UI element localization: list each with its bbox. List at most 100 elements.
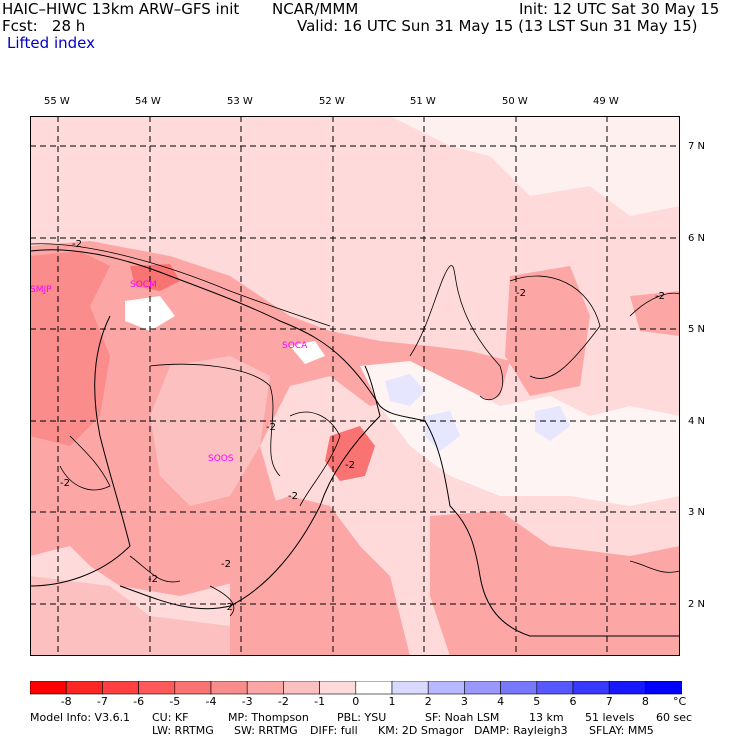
colorbar-tick-label: 7 bbox=[605, 695, 613, 708]
contour-label: -2 bbox=[148, 574, 158, 585]
colorbar-cell bbox=[500, 681, 538, 695]
organization-label: NCAR/MMM bbox=[272, 0, 359, 18]
contour-label: -2 bbox=[72, 239, 82, 250]
lat-label-4n: 4 N bbox=[688, 416, 706, 427]
contour-4 bbox=[629, 292, 680, 317]
model-title: HAIC–HIWC 13km ARW–GFS init bbox=[2, 0, 240, 18]
station-labels: SMJP SOCM SOCA SOOS bbox=[30, 280, 308, 464]
shade-moderate-south-central bbox=[230, 496, 410, 656]
lon-label-54w: 54 W bbox=[135, 96, 161, 107]
lat-label-3n: 3 N bbox=[688, 507, 706, 518]
colorbar-cell bbox=[645, 681, 682, 695]
coastline-east bbox=[424, 420, 680, 637]
colorbar-cell bbox=[464, 681, 501, 695]
colorbar-tick-label: 3 bbox=[460, 695, 468, 708]
contour-2 bbox=[409, 265, 504, 401]
lon-label-52w: 52 W bbox=[319, 96, 345, 107]
contour-label: -2 bbox=[655, 291, 665, 302]
shade-light-interior bbox=[150, 356, 270, 506]
model-info-mp: MP: Thompson bbox=[228, 711, 309, 724]
field-name: Lifted index bbox=[7, 34, 95, 52]
colorbar-cell bbox=[536, 681, 574, 695]
contours bbox=[30, 243, 680, 617]
model-info-pbl: PBL: YSU bbox=[337, 711, 387, 724]
contour-label: -2 bbox=[288, 491, 298, 502]
colorbar-cell bbox=[319, 681, 357, 695]
colorbar-tick-label: 1 bbox=[388, 695, 396, 708]
border-west bbox=[30, 315, 131, 587]
lifted-index-map: -2 -2 -2 -2 -2 -2 -2 -2 -2 -2 SMJP SOCM … bbox=[30, 116, 680, 656]
shade-white-pocket-2 bbox=[290, 341, 325, 364]
model-info-damp: DAMP: Rayleigh3 bbox=[474, 724, 568, 737]
border-river bbox=[364, 365, 381, 417]
colorbar-tick-label: -6 bbox=[133, 695, 145, 708]
shade-white-pocket-1 bbox=[125, 296, 175, 331]
station-label-soos: SOOS bbox=[208, 454, 234, 464]
colorbar-cell bbox=[65, 681, 103, 695]
contour-label: -2 bbox=[345, 460, 355, 471]
colorbar-tick-label: -3 bbox=[241, 695, 253, 708]
forecast-hour: Fcst: 28 h bbox=[2, 17, 86, 35]
shade-moderate-southeast bbox=[430, 511, 680, 656]
contour-1 bbox=[30, 243, 331, 327]
colorbar-cell bbox=[30, 681, 67, 695]
contour-label: -2 bbox=[223, 602, 233, 613]
colorbar-cell bbox=[427, 681, 465, 695]
colorbar-cell bbox=[608, 681, 646, 695]
colorbar-tick-label: -8 bbox=[60, 695, 72, 708]
colorbar-tick-label: 5 bbox=[533, 695, 541, 708]
shade-moderate-far-east bbox=[630, 291, 680, 336]
map-frame bbox=[30, 116, 680, 656]
contour-5 bbox=[59, 435, 111, 491]
colorbar-tick-label: 0 bbox=[352, 695, 360, 708]
model-info-sw: SW: RRTMG bbox=[234, 724, 298, 737]
lat-label-5n: 5 N bbox=[688, 324, 706, 335]
colorbar-cell bbox=[210, 681, 248, 695]
colorbar-cell bbox=[572, 681, 610, 695]
colorbar bbox=[30, 681, 682, 695]
colorbar-cell bbox=[283, 681, 320, 695]
colorbar-cell bbox=[246, 681, 284, 695]
colorbar-cell bbox=[391, 681, 429, 695]
station-label-soca: SOCA bbox=[282, 341, 308, 351]
contour-label: -2 bbox=[60, 478, 70, 489]
colorbar-tick-label: -1 bbox=[314, 695, 326, 708]
model-info-resolution: 13 km bbox=[529, 711, 564, 724]
colorbar-tick-label: -4 bbox=[205, 695, 217, 708]
contour-6 bbox=[149, 363, 281, 477]
colorbar-cell bbox=[355, 681, 393, 695]
init-time: Init: 12 UTC Sat 30 May 15 bbox=[519, 0, 720, 18]
colorbar-tick-label: -7 bbox=[96, 695, 108, 708]
valid-time: Valid: 16 UTC Sun 31 May 15 (13 LST Sun … bbox=[297, 17, 698, 35]
coastline-north bbox=[30, 249, 426, 422]
shade-strong-central bbox=[325, 426, 375, 481]
model-info-lw: LW: RRTMG bbox=[152, 724, 214, 737]
contour-label: -2 bbox=[266, 422, 276, 433]
model-info-levels: 51 levels bbox=[585, 711, 635, 724]
shade-positive-3 bbox=[535, 406, 570, 441]
model-info-diff: DIFF: full bbox=[310, 724, 358, 737]
colorbar-tick-label: 2 bbox=[424, 695, 432, 708]
model-info-cu: CU: KF bbox=[152, 711, 189, 724]
lon-label-50w: 50 W bbox=[502, 96, 528, 107]
contour-8 bbox=[209, 585, 235, 617]
contour-labels: -2 -2 -2 -2 -2 -2 -2 -2 -2 -2 bbox=[60, 239, 665, 613]
shade-near-zero bbox=[360, 361, 680, 506]
colorbar-cell bbox=[174, 681, 212, 695]
lon-label-49w: 49 W bbox=[593, 96, 619, 107]
model-info-version: Model Info: V3.6.1 bbox=[30, 711, 131, 724]
model-info-sflay: SFLAY: MM5 bbox=[589, 724, 654, 737]
colorbar-tick-label: 4 bbox=[497, 695, 505, 708]
lat-label-7n: 7 N bbox=[688, 141, 706, 152]
model-info-km: KM: 2D Smagor bbox=[378, 724, 464, 737]
lon-label-51w: 51 W bbox=[410, 96, 436, 107]
station-label-socm: SOCM bbox=[130, 280, 157, 290]
grid-lines bbox=[30, 116, 680, 656]
shade-light-south bbox=[30, 576, 260, 656]
contour-9 bbox=[629, 560, 680, 573]
model-info-timestep: 60 sec bbox=[656, 711, 693, 724]
coastlines-borders bbox=[30, 249, 680, 637]
colorbar-tick-label: -2 bbox=[277, 695, 289, 708]
colorbar-unit: °C bbox=[673, 695, 687, 708]
contour-label: -2 bbox=[221, 559, 231, 570]
